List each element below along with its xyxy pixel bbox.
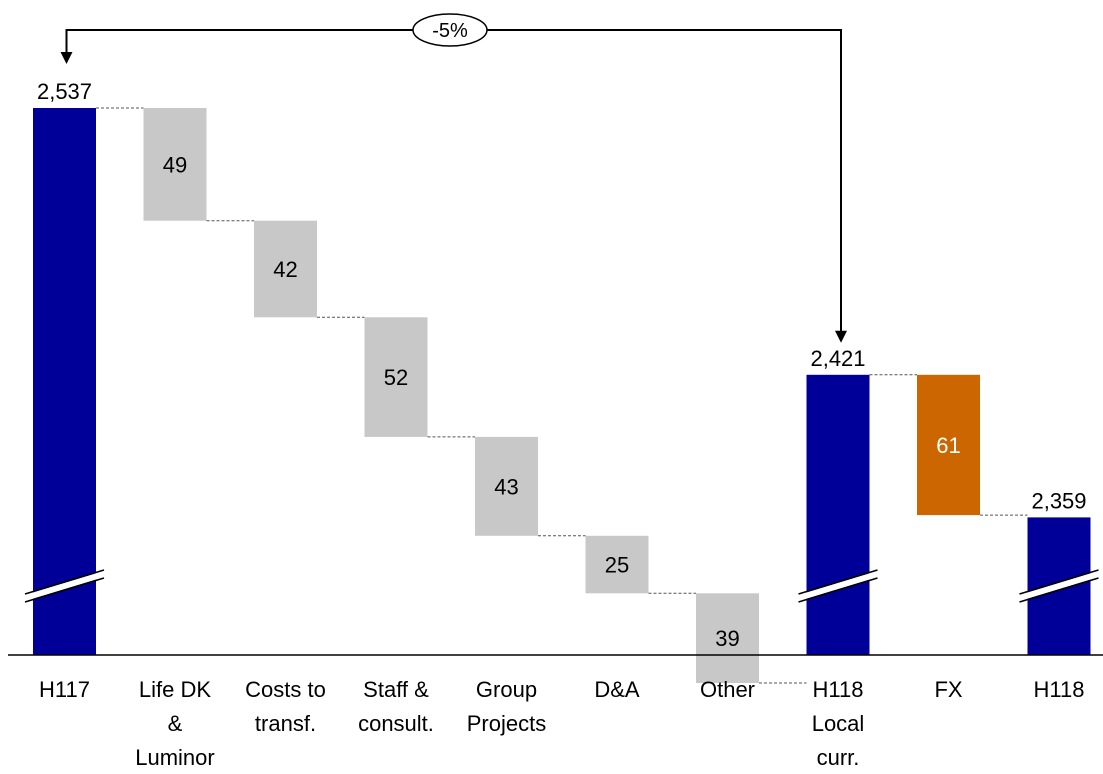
category-label: D&A: [594, 677, 640, 702]
category-label-line: Life DK: [139, 677, 211, 702]
bar-group-projects: [475, 436, 538, 536]
axis-break-line: [1019, 577, 1099, 603]
category-label-line: Luminor: [135, 745, 214, 770]
axis-break-line: [1019, 569, 1099, 595]
change-bubble: [412, 13, 488, 47]
bar-life-dk-luminor: [143, 108, 207, 221]
value-labels: 2,537 49 42 52 43 25 39 2,421 61 2,359: [37, 79, 1087, 651]
delta-label: 42: [273, 257, 297, 282]
bar-staff-consult-: [364, 317, 428, 437]
bar-other: [696, 593, 759, 683]
bar-fx: [917, 374, 980, 516]
category-label-line: Group: [476, 677, 537, 702]
category-label: H118 Local curr.: [812, 677, 865, 770]
axis-break-line: [798, 577, 878, 603]
axis-break-gap: [797, 571, 879, 601]
category-label-line: Projects: [467, 711, 546, 736]
category-label-line: Other: [700, 677, 755, 702]
category-label: Life DK & Luminor: [135, 677, 214, 770]
total-label: 2,359: [1031, 488, 1086, 513]
axis-break-line: [24, 577, 105, 603]
category-label-line: &: [168, 711, 183, 736]
category-label: Staff & consult.: [358, 677, 434, 736]
arrow-head-left-icon: [60, 52, 73, 64]
axis-break-line: [24, 569, 105, 595]
category-label-line: D&A: [594, 677, 640, 702]
category-label: Other: [700, 677, 755, 702]
axis-break-marks: [24, 569, 1100, 603]
bar-h118-local-curr-: [806, 374, 870, 655]
category-label: Group Projects: [467, 677, 546, 736]
category-label-line: Costs to: [245, 677, 326, 702]
delta-label: 39: [715, 626, 739, 651]
axis-break-line: [798, 569, 878, 595]
category-label-line: H118: [1034, 677, 1085, 702]
delta-label: 52: [384, 365, 408, 390]
total-label: 2,537: [37, 79, 92, 104]
delta-label: 43: [494, 474, 518, 499]
axis-break-gap: [24, 571, 105, 601]
bar-h117: [33, 108, 96, 655]
connector-lines: [96, 107, 1028, 684]
category-label-line: H117: [39, 677, 90, 702]
arrow-head-right-icon: [835, 330, 847, 343]
delta-label: 49: [163, 152, 187, 177]
category-label-line: H118: [813, 677, 864, 702]
bar-costs-to-transf-: [254, 220, 317, 318]
category-label: Costs to transf.: [245, 677, 326, 736]
delta-label: 61: [936, 433, 960, 458]
category-tick-labels: H117 Life DK & Luminor Costs to transf. Staff …: [39, 677, 1084, 770]
category-label-line: consult.: [358, 711, 434, 736]
bar-d-a: [585, 535, 649, 594]
category-label-line: Staff &: [363, 677, 429, 702]
category-label: FX: [934, 677, 962, 702]
change-annotation: -5%: [60, 13, 847, 343]
category-label-line: transf.: [255, 711, 316, 736]
category-label: H118: [1034, 677, 1085, 702]
total-label: 2,421: [810, 346, 865, 371]
category-label-line: FX: [934, 677, 962, 702]
change-percentage-label: -5%: [432, 20, 468, 42]
delta-label: 25: [605, 553, 629, 578]
bars-group: [33, 108, 1091, 683]
category-label-line: Local: [812, 711, 865, 736]
axis-break-gap: [1018, 571, 1100, 601]
category-label: H117: [39, 677, 90, 702]
category-label-line: curr.: [817, 745, 860, 770]
